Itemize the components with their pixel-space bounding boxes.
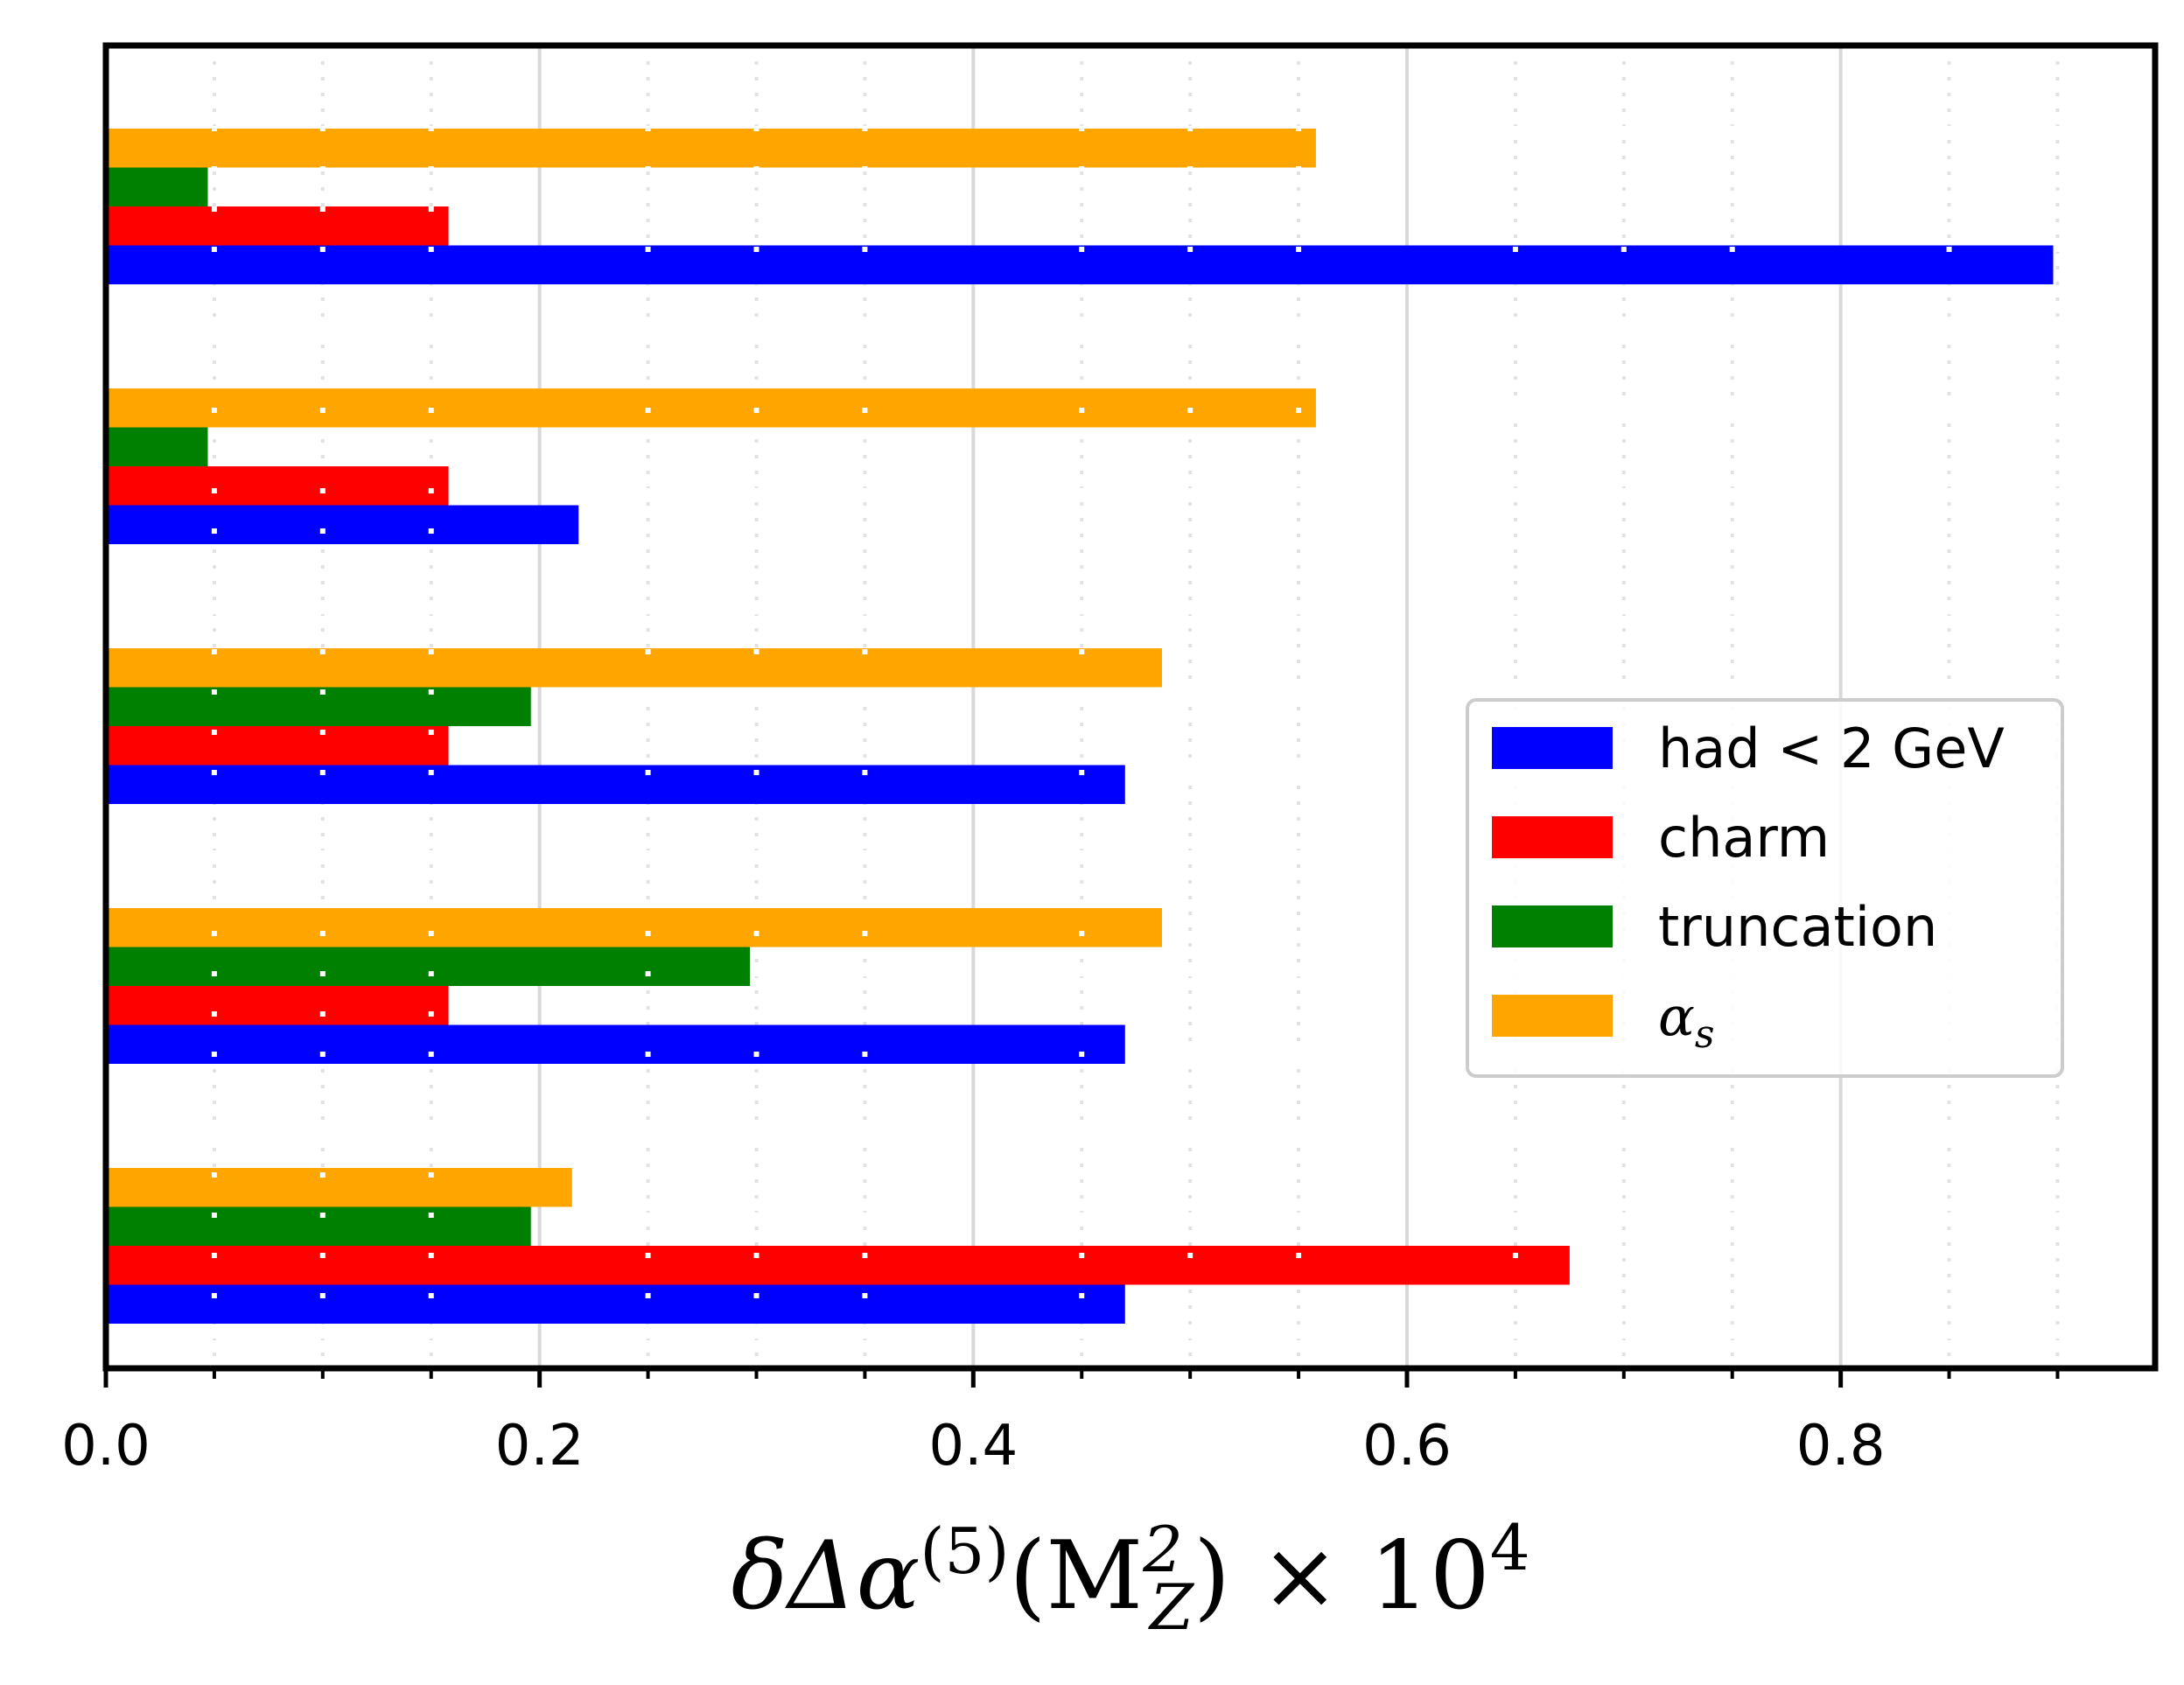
- legend-swatch: [1492, 905, 1613, 947]
- legend-swatch: [1492, 995, 1613, 1037]
- bar-had-2-gev-group-2: [106, 1024, 1125, 1064]
- bar-had-2-gev-group-1: [106, 1284, 1125, 1324]
- legend-label: charm: [1658, 806, 1830, 870]
- bar-truncation-group-3: [106, 687, 531, 726]
- x-axis-label: δΔα(5)(M2 Z) × 104: [731, 1511, 1530, 1644]
- bar-truncation-group-4: [106, 427, 208, 466]
- x-tick-label: 0.8: [1796, 1414, 1886, 1479]
- x-tick-label: 0.6: [1362, 1414, 1452, 1479]
- bar-had-2-gev-group-3: [106, 765, 1125, 804]
- bar--s-group-3: [106, 648, 1162, 688]
- bar-charm-group-2: [106, 986, 449, 1025]
- legend-label: had < 2 GeV: [1658, 717, 2005, 780]
- x-tick-label: 0.0: [61, 1414, 150, 1479]
- plot-frame: [102, 42, 2159, 1372]
- bar-charm-group-3: [106, 726, 449, 766]
- legend-label: truncation: [1658, 895, 1937, 959]
- legend: had < 2 GeV charm truncation αs: [1466, 698, 2064, 1078]
- bar--s-group-1: [106, 1168, 572, 1207]
- bar-charm-group-5: [106, 206, 449, 246]
- bar--s-group-4: [106, 388, 1316, 428]
- bar--s-group-5: [106, 129, 1316, 168]
- bar-charm-group-4: [106, 466, 449, 506]
- legend-box: [1466, 698, 2064, 1078]
- x-tick-label: 0.2: [495, 1414, 584, 1479]
- x-axis-ticks: 0.0 0.2 0.4 0.6 0.8: [61, 1368, 2060, 1479]
- bar-charm-group-1: [106, 1246, 1570, 1285]
- bar-truncation-group-2: [106, 947, 751, 986]
- legend-swatch: [1492, 727, 1613, 769]
- bar-truncation-group-5: [106, 167, 208, 206]
- bar-had-2-gev-group-4: [106, 505, 579, 544]
- x-tick-label: 0.4: [928, 1414, 1018, 1479]
- bar--s-group-2: [106, 908, 1162, 947]
- legend-label: αs: [1658, 984, 1714, 1057]
- legend-swatch: [1492, 816, 1613, 858]
- bar-truncation-group-1: [106, 1206, 531, 1246]
